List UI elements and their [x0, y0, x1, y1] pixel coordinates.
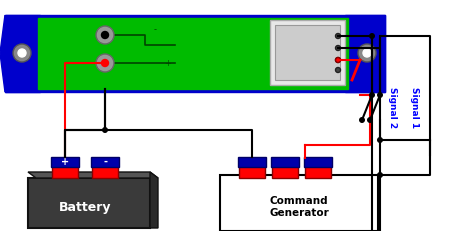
Circle shape — [377, 92, 383, 98]
Circle shape — [335, 33, 340, 39]
Circle shape — [101, 31, 109, 39]
Text: Signal 2: Signal 2 — [388, 88, 397, 129]
Polygon shape — [0, 15, 5, 92]
Circle shape — [377, 137, 383, 143]
Polygon shape — [52, 165, 78, 178]
Polygon shape — [304, 157, 332, 167]
Circle shape — [101, 60, 109, 67]
Circle shape — [335, 46, 340, 51]
Text: -: - — [154, 25, 157, 34]
Circle shape — [367, 117, 373, 123]
Polygon shape — [239, 165, 265, 178]
Polygon shape — [271, 157, 299, 167]
Circle shape — [96, 26, 114, 44]
Circle shape — [102, 127, 108, 133]
Circle shape — [377, 172, 383, 178]
Circle shape — [96, 54, 114, 72]
Circle shape — [358, 44, 376, 62]
Polygon shape — [345, 15, 385, 92]
Text: +: + — [165, 58, 172, 67]
Circle shape — [369, 92, 375, 98]
Polygon shape — [150, 172, 158, 228]
Circle shape — [335, 67, 340, 73]
Polygon shape — [28, 178, 150, 228]
Polygon shape — [51, 157, 79, 167]
Text: +: + — [61, 157, 69, 167]
Polygon shape — [91, 157, 119, 167]
Polygon shape — [238, 157, 266, 167]
Circle shape — [335, 58, 340, 63]
Circle shape — [13, 44, 31, 62]
Polygon shape — [270, 20, 345, 85]
Text: -: - — [103, 157, 107, 167]
Text: Signal 1: Signal 1 — [410, 88, 419, 129]
Text: Battery: Battery — [59, 201, 111, 213]
Circle shape — [359, 117, 365, 123]
Circle shape — [369, 33, 375, 39]
Polygon shape — [92, 165, 118, 178]
Polygon shape — [28, 172, 158, 178]
Polygon shape — [305, 165, 331, 178]
Polygon shape — [272, 165, 298, 178]
Circle shape — [18, 49, 26, 57]
Polygon shape — [220, 175, 378, 231]
Polygon shape — [38, 18, 348, 89]
Circle shape — [363, 49, 371, 57]
Polygon shape — [5, 15, 40, 92]
Polygon shape — [275, 25, 340, 80]
Circle shape — [335, 58, 340, 63]
Text: Command
Generator: Command Generator — [269, 196, 329, 218]
Polygon shape — [5, 15, 385, 92]
